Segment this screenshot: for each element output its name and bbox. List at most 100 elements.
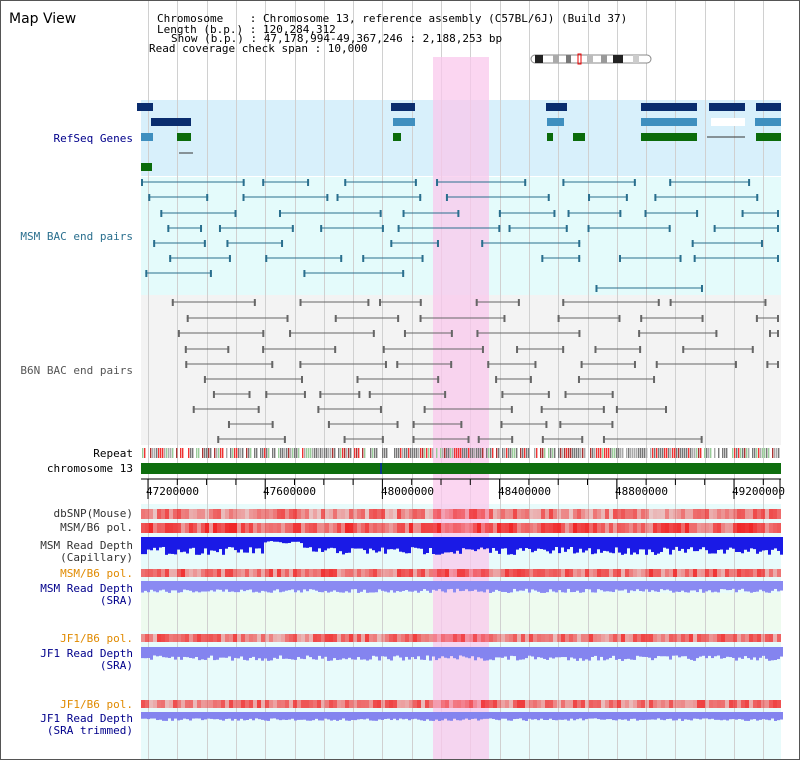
jf1-depth-trim [486, 712, 489, 719]
msm-pol-heat [577, 523, 581, 533]
b6n-bac-label[interactable]: B6N BAC end pairs [20, 364, 133, 377]
jf1-depth-trim [672, 712, 675, 721]
jf1-trim-label[interactable]: JF1 Read Depth [40, 712, 133, 725]
msm-pol2-heat [437, 569, 441, 577]
repeat-mark [420, 448, 422, 458]
jf1-depth-trim [693, 712, 696, 719]
msm-depth-sra [582, 581, 585, 593]
jf1-depth-trim [597, 712, 600, 720]
dbsnp-heat [465, 509, 469, 519]
dbsnp-heat [597, 509, 601, 519]
repeat-mark [560, 448, 562, 458]
refseq-genes-label[interactable]: RefSeq Genes [53, 132, 133, 145]
msm-depth-sra [603, 581, 606, 592]
dbsnp-heat [213, 509, 217, 519]
jf1-pol-heat [565, 634, 569, 642]
msm-pol-2-label[interactable]: MSM/B6 pol. [60, 567, 133, 580]
repeat-mark [440, 448, 442, 458]
b6n-bac-pair [343, 436, 346, 443]
dbsnp-heat [717, 509, 721, 519]
repeat-mark [430, 448, 432, 458]
repeat-mark [206, 448, 208, 458]
dbsnp-heat [161, 509, 165, 519]
dbsnp-heat [617, 509, 621, 519]
msm-depth-sra [417, 581, 420, 593]
msm-depth-cap [147, 537, 150, 550]
jf1-depth-trim [609, 712, 612, 720]
msm-depth-sra [243, 581, 246, 592]
jf1-depth-trim [318, 712, 321, 721]
msm-depth-sra [534, 581, 537, 591]
msm-depth-capillary-label[interactable]: MSM Read Depth [40, 539, 133, 552]
msm-pol2-heat [701, 569, 705, 577]
jf1-pol-heat [689, 634, 693, 642]
msm-depth-sra-label[interactable]: MSM Read Depth [40, 582, 133, 595]
jf1-depth-sra [636, 647, 639, 656]
msm-depth-cap [318, 537, 321, 549]
msm-pol-heat [521, 523, 525, 533]
msm-depth-sra [411, 581, 414, 592]
repeat-mark [472, 448, 474, 458]
msm-pol2-heat [213, 569, 217, 577]
jf1-pol-heat [657, 634, 661, 642]
b6n-bac-pair [701, 315, 704, 322]
msm-depth-cap [369, 537, 372, 549]
msm-bac-pair [419, 194, 422, 201]
jf1-pol-heat [165, 634, 169, 642]
jf1-depth-trim [420, 712, 423, 721]
repeat-mark [502, 448, 504, 458]
msm-depth-sra [642, 581, 645, 592]
msm-depth-cap [606, 537, 609, 552]
chromosome-bar [141, 463, 781, 474]
jf1-pol-heat [353, 634, 357, 642]
msm-bac-label[interactable]: MSM BAC end pairs [20, 230, 133, 243]
jf1-pol-label[interactable]: JF1/B6 pol. [60, 632, 133, 645]
jf1-depth-trim [732, 712, 735, 720]
jf1-depth-sra [618, 647, 621, 660]
repeat-mark [170, 448, 172, 458]
refseq-gene [641, 103, 697, 111]
jf1-pol-heat [301, 634, 305, 642]
jf1-depth-label[interactable]: JF1 Read Depth [40, 647, 133, 660]
msm-depth-sra [714, 581, 717, 592]
jf1-depth-sra [495, 647, 498, 658]
msm-depth-cap [714, 537, 717, 554]
msm-pol-heat [433, 523, 437, 533]
jf1-depth-sra [522, 647, 525, 660]
jf1-depth-sra [372, 647, 375, 656]
jf1-pol-heat [525, 634, 529, 642]
jf1-pol2-heat [749, 700, 753, 708]
b6n-bac-pair [562, 346, 565, 353]
msm-pol-label[interactable]: MSM/B6 pol. [60, 521, 133, 534]
msm-depth-cap [636, 537, 639, 555]
msm-pol-heat [681, 523, 685, 533]
jf1-pol-2-label[interactable]: JF1/B6 pol. [60, 698, 133, 711]
jf1-pol-heat [489, 634, 493, 642]
msm-pol2-heat [693, 569, 697, 577]
msm-depth-sra [717, 581, 720, 593]
jf1-pol-heat [141, 634, 145, 642]
repeat-mark [672, 448, 674, 458]
grid-line [236, 1, 237, 759]
msm-pol-heat [733, 523, 737, 533]
jf1-depth-sra [423, 647, 426, 660]
repeat-mark [772, 448, 774, 458]
jf1-pol2-heat [753, 700, 757, 708]
repeat-mark [610, 448, 612, 458]
dbsnp-label[interactable]: dbSNP(Mouse) [53, 507, 133, 520]
jf1-depth-sra [492, 647, 495, 661]
jf1-pol2-heat [473, 700, 477, 708]
msm-pol2-heat [589, 569, 593, 577]
jf1-pol-heat [577, 634, 581, 642]
b6n-bac-pair [653, 376, 656, 383]
jf1-depth-trim [489, 712, 492, 719]
jf1-pol2-heat [177, 700, 181, 708]
msm-depth-sra [180, 581, 183, 593]
msm-pol-heat [625, 523, 629, 533]
jf1-pol-heat [493, 634, 497, 642]
jf1-depth-sra [153, 647, 156, 656]
repeat-mark [376, 448, 378, 458]
msm-depth-cap [363, 537, 366, 551]
repeat-mark [190, 448, 192, 458]
